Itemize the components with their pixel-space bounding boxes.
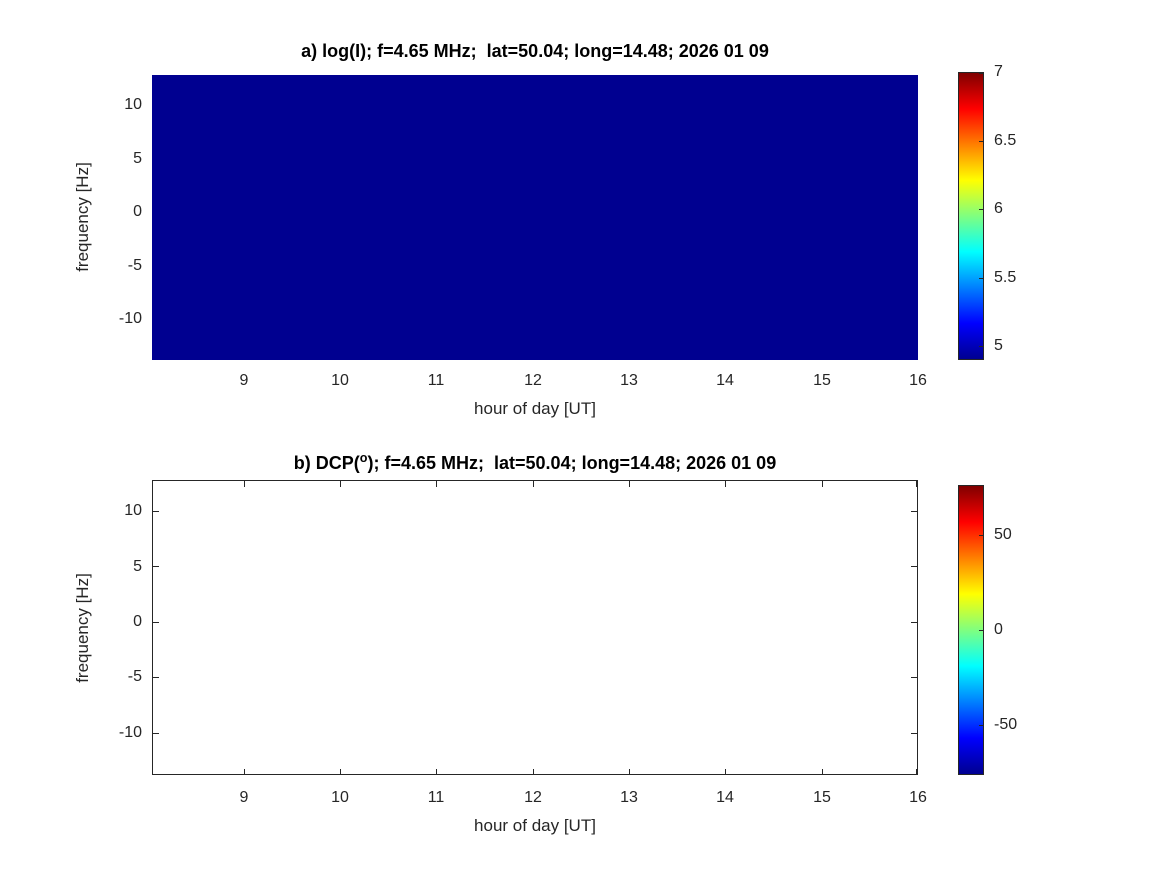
x-tick-mark — [916, 481, 917, 487]
y-tick-mark — [153, 511, 159, 512]
y-tick-mark — [153, 622, 159, 623]
panel-b-plot-area — [152, 480, 918, 775]
y-tick-label: 0 — [133, 613, 142, 630]
x-tick-label: 11 — [427, 789, 445, 806]
colorbar-tick-mark — [979, 725, 983, 726]
x-tick-mark — [533, 481, 534, 487]
y-tick-label: 10 — [124, 502, 142, 519]
y-tick-mark — [153, 733, 159, 734]
colorbar-tick-mark — [979, 535, 983, 536]
colorbar-tick-label: 7 — [994, 63, 1003, 80]
colorbar-tick-label: -50 — [994, 716, 1018, 733]
y-tick-mark — [911, 677, 917, 678]
colorbar-tick-mark — [979, 209, 983, 210]
y-tick-label: -10 — [118, 310, 142, 327]
y-tick-label: -10 — [118, 724, 142, 741]
y-tick-label: 10 — [124, 96, 142, 113]
colorbar-tick-label: 6 — [994, 200, 1003, 217]
colorbar-tick-mark — [979, 73, 983, 74]
x-tick-mark — [629, 481, 630, 487]
y-tick-mark — [911, 511, 917, 512]
y-tick-label: 0 — [133, 203, 142, 220]
x-tick-label: 16 — [909, 789, 927, 806]
x-tick-label: 15 — [813, 789, 831, 806]
colorbar-tick-label: 0 — [994, 621, 1003, 638]
colorbar-tick-mark — [979, 346, 983, 347]
x-tick-mark — [822, 769, 823, 775]
panel-a-colorbar — [958, 72, 984, 360]
x-tick-label: 13 — [620, 372, 638, 389]
x-tick-label: 16 — [909, 372, 927, 389]
colorbar-tick-label: 5.5 — [994, 269, 1017, 286]
colorbar-tick-mark — [979, 141, 983, 142]
x-tick-mark — [244, 481, 245, 487]
x-tick-label: 12 — [524, 789, 542, 806]
y-tick-mark — [153, 566, 159, 567]
x-tick-mark — [244, 769, 245, 775]
y-tick-label: -5 — [127, 668, 142, 685]
panel-a-x-axis-label: hour of day [UT] — [474, 399, 596, 418]
x-tick-label: 9 — [239, 789, 249, 806]
panel-b-title-degree-sup: o — [359, 451, 368, 465]
y-tick-label: 5 — [133, 558, 142, 575]
x-tick-mark — [436, 481, 437, 487]
x-tick-label: 14 — [716, 789, 734, 806]
panel-a-heatmap-area — [152, 75, 918, 360]
x-tick-label: 13 — [620, 789, 638, 806]
y-tick-label: -5 — [127, 257, 142, 274]
colorbar-tick-label: 5 — [994, 337, 1003, 354]
panel-b-title-prefix: b) DCP( — [293, 453, 360, 473]
colorbar-tick-label: 6.5 — [994, 132, 1017, 149]
y-tick-mark — [911, 622, 917, 623]
x-tick-label: 10 — [331, 789, 349, 806]
y-tick-label: 5 — [133, 150, 142, 167]
x-tick-label: 15 — [813, 372, 831, 389]
x-tick-mark — [725, 481, 726, 487]
x-tick-mark — [340, 769, 341, 775]
panel-b-title: b) DCP(o); f=4.65 MHz; lat=50.04; long=1… — [152, 447, 918, 474]
x-tick-mark — [822, 481, 823, 487]
y-tick-mark — [911, 733, 917, 734]
x-tick-mark — [725, 769, 726, 775]
panel-a-title: a) log(I); f=4.65 MHz; lat=50.04; long=1… — [301, 41, 769, 61]
colorbar-tick-mark — [979, 630, 983, 631]
x-tick-label: 9 — [239, 372, 249, 389]
panel-b-x-axis-label: hour of day [UT] — [474, 816, 596, 835]
x-tick-mark — [340, 481, 341, 487]
x-tick-label: 14 — [716, 372, 734, 389]
x-tick-mark — [629, 769, 630, 775]
x-tick-label: 11 — [427, 372, 445, 389]
x-tick-mark — [916, 769, 917, 775]
x-tick-mark — [533, 769, 534, 775]
panel-b-title-suffix: ); f=4.65 MHz; lat=50.04; long=14.48; 20… — [367, 453, 777, 473]
y-tick-mark — [153, 677, 159, 678]
x-tick-mark — [436, 769, 437, 775]
y-tick-mark — [911, 566, 917, 567]
colorbar-tick-mark — [979, 278, 983, 279]
x-tick-label: 12 — [524, 372, 542, 389]
colorbar-tick-label: 50 — [994, 526, 1012, 543]
x-tick-label: 10 — [331, 372, 349, 389]
